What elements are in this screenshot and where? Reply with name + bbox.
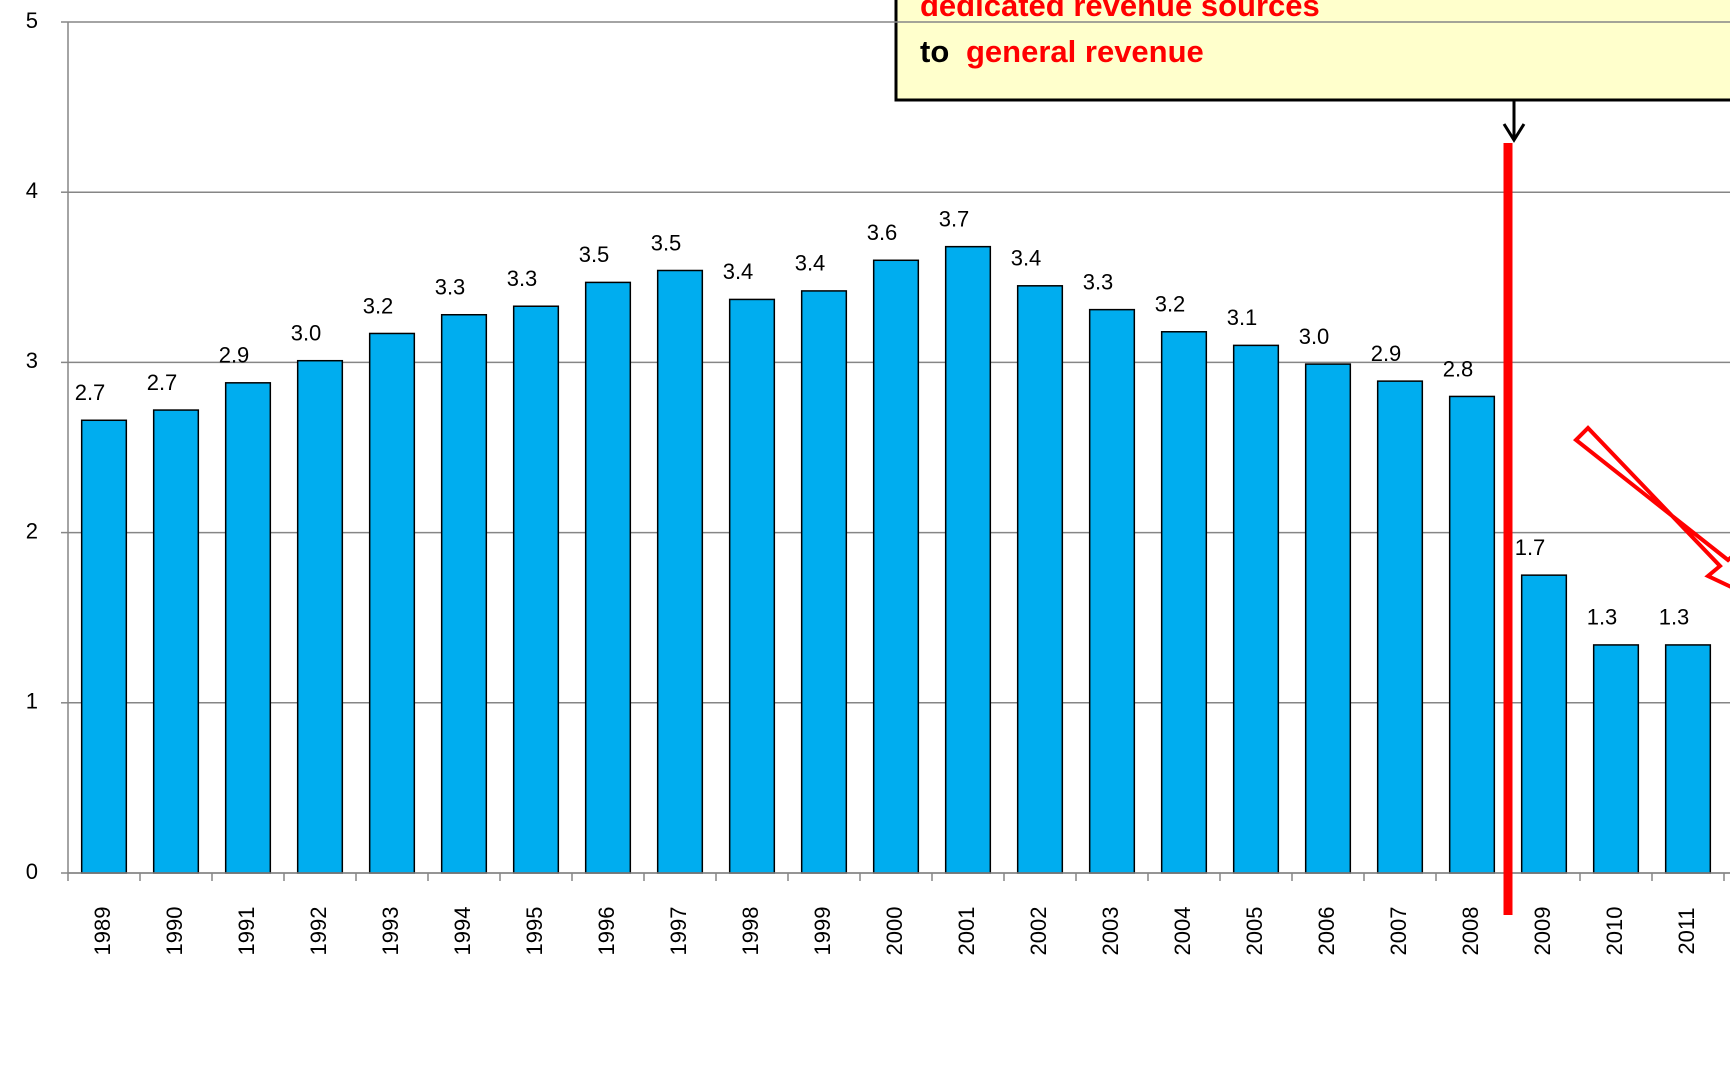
bar [728,298,776,874]
x-tick-label: 2010 [1602,907,1627,956]
x-tick-label: 1995 [522,907,547,956]
x-tick-label: 2008 [1458,907,1483,956]
bar [944,245,992,874]
value-label: 2.9 [219,343,250,368]
x-tick-label: 1992 [306,907,331,956]
x-tick-label: 1997 [666,907,691,956]
value-label: 1.3 [1587,605,1618,630]
x-tick-label: 1990 [162,907,187,956]
bar [80,419,128,874]
x-tick-label: 1999 [810,907,835,956]
value-label: 3.3 [1083,269,1114,294]
bar [800,290,848,874]
value-label: 3.4 [723,259,754,284]
bar [1376,380,1424,874]
annotation: to [920,34,949,69]
y-tick-label: 1 [26,689,38,714]
x-tick-label: 2011 [1674,907,1699,954]
x-tick-label: 2007 [1386,907,1411,956]
bar [656,269,704,874]
value-label: 3.1 [1227,305,1258,330]
x-tick-label: 1993 [378,907,403,956]
x-tick-label: 2002 [1026,907,1051,956]
bar [584,281,632,874]
y-tick-label: 5 [26,8,38,33]
value-label: 3.2 [363,293,394,318]
value-label: 3.4 [1011,246,1042,271]
value-label: 1.3 [1659,605,1690,630]
x-tick-label: 1994 [450,907,475,956]
bar [368,332,416,874]
bar [224,382,272,874]
bar [1520,574,1568,874]
value-label: 3.3 [507,266,538,291]
x-tick-label: 2009 [1530,907,1555,956]
value-label: 3.6 [867,220,898,245]
x-tick-label: 2000 [882,907,907,956]
value-label: 1.7 [1515,535,1546,560]
bar [296,359,344,874]
value-label: 3.0 [291,321,322,346]
x-tick-label: 1991 [234,907,259,956]
value-label: 3.0 [1299,324,1330,349]
x-tick-label: 2004 [1170,907,1195,956]
bar [152,409,200,874]
value-label: 2.7 [147,370,178,395]
value-label: 2.7 [75,380,106,405]
x-tick-label: 2003 [1098,907,1123,956]
bar [1664,644,1712,874]
bar [1016,285,1064,874]
value-label: 3.7 [939,206,970,231]
bar [1160,331,1208,874]
x-tick-label: 1996 [594,907,619,956]
value-label: 2.9 [1371,341,1402,366]
bar [1592,644,1640,874]
annotation-box [894,0,1730,102]
y-tick-label: 2 [26,518,38,543]
x-tick-label: 1989 [90,907,115,956]
annotation: dedicated revenue sources [920,0,1320,23]
decline-arrow [1572,425,1730,589]
x-tick-label: 2001 [954,907,979,956]
value-label: 3.5 [651,230,682,255]
arrow-head [1502,123,1526,143]
y-tick-label: 4 [26,178,38,203]
annotation: general revenue [966,34,1204,69]
value-label: 2.8 [1443,356,1474,381]
bar [512,305,560,874]
bar [1448,395,1496,874]
x-tick-label: 2005 [1242,907,1267,956]
plot: 0 1 2 3 4 5 1989 2.7 1990 2.7 1991 2.9 1992 3.0 1993 3.… [26,8,1730,956]
value-label: 3.4 [795,251,826,276]
bar [1304,363,1352,874]
bar [872,259,920,874]
bar [1232,344,1280,874]
y-tick-label: 3 [26,348,38,373]
bar [440,313,488,874]
value-label: 3.3 [435,275,466,300]
y-tick-label: 0 [26,859,38,884]
x-tick-label: 1998 [738,907,763,956]
x-tick-label: 2006 [1314,907,1339,956]
value-label: 3.2 [1155,292,1186,317]
value-label: 3.5 [579,242,610,267]
bar [1088,308,1136,874]
